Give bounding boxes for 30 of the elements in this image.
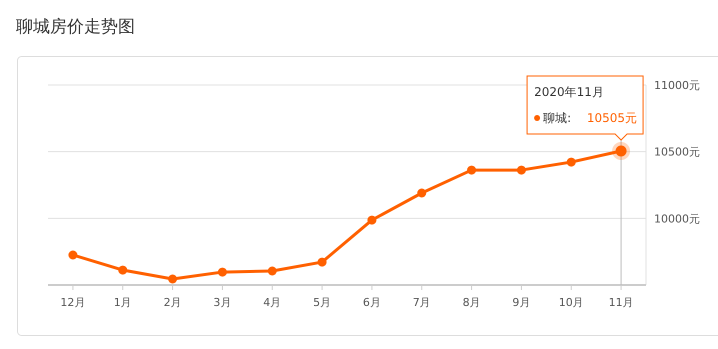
y-tick-label: 11000元 bbox=[654, 79, 700, 92]
point bbox=[367, 216, 376, 225]
point bbox=[318, 258, 327, 267]
annotation: 2020年11月 bbox=[534, 85, 604, 99]
point bbox=[218, 268, 227, 277]
x-tick-label: 6月 bbox=[362, 296, 381, 309]
x-tick-label: 5月 bbox=[313, 296, 332, 309]
x-tick-label: 4月 bbox=[263, 296, 282, 309]
x-tick-label: 7月 bbox=[412, 296, 431, 309]
y-tick-label: 10500元 bbox=[654, 146, 700, 159]
x-tick-label: 8月 bbox=[462, 296, 481, 309]
x-tick-label: 1月 bbox=[114, 296, 132, 309]
point bbox=[417, 188, 426, 198]
data-label: 10505元 bbox=[586, 111, 638, 125]
point bbox=[467, 166, 476, 175]
chart-title: 聊城房价走势图 bbox=[16, 17, 135, 37]
x-tick-label: 10月 bbox=[558, 296, 584, 309]
x-tick-label: 9月 bbox=[512, 296, 530, 309]
y-tick-label: 10000元 bbox=[654, 212, 700, 226]
point bbox=[566, 158, 576, 167]
x-tick-label: 11月 bbox=[608, 296, 634, 309]
point bbox=[118, 266, 128, 275]
point bbox=[516, 166, 526, 175]
point bbox=[268, 266, 277, 276]
legend-label: 聊城: bbox=[543, 111, 572, 125]
x-tick-label: 12月 bbox=[60, 296, 86, 309]
x-tick-label: 2月 bbox=[164, 296, 182, 309]
point bbox=[68, 250, 78, 260]
point bbox=[168, 274, 178, 284]
x-tick-label: 3月 bbox=[213, 296, 232, 309]
